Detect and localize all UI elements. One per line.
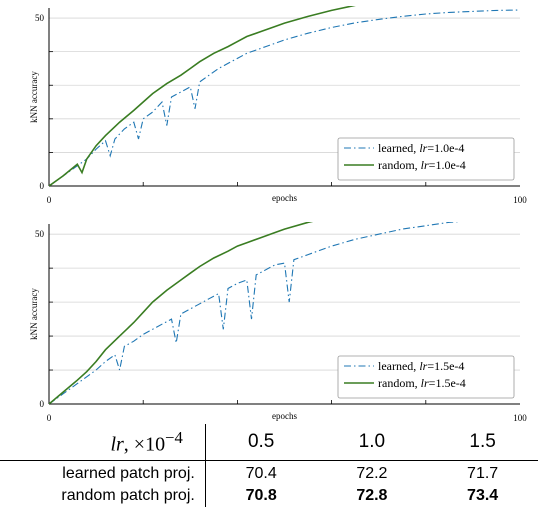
y-tick-label: 50 (35, 229, 45, 239)
lr-symbol: lr (110, 433, 124, 456)
x-tick-label: 100 (513, 195, 527, 205)
table-cell: 73.4 (467, 487, 499, 504)
table-row-label: learned patch proj. (0, 460, 206, 485)
legend-entry: random, lr=1.0e-4 (378, 158, 466, 172)
table-cell: 71.7 (427, 460, 538, 485)
y-tick-label: 0 (40, 399, 45, 409)
table-cell: 70.4 (205, 460, 317, 485)
table-row: learned patch proj. 70.4 72.2 71.7 (0, 460, 538, 485)
legend-suffix: =1.5e-4 (427, 359, 464, 373)
legend-suffix: =1.5e-4 (429, 376, 466, 390)
lr-unit: , ×10 (123, 433, 166, 456)
table-col-header: 1.5 (469, 431, 496, 452)
y-axis-label: kNN accuracy (29, 288, 39, 340)
legend-entry: learned, lr=1.0e-4 (378, 141, 464, 155)
x-tick-label: 100 (513, 413, 527, 423)
table-header-row: lr, ×10−4 0.5 1.0 1.5 (0, 424, 538, 461)
legend-box (337, 137, 515, 181)
results-table: lr, ×10−4 0.5 1.0 1.5 learned patch proj… (0, 424, 538, 507)
table-cell: 72.2 (316, 460, 428, 485)
lr-exponent: −4 (165, 427, 183, 447)
table-header-label: lr, ×10−4 (0, 424, 206, 461)
series-line (49, 6, 356, 186)
legend-prefix: learned, (378, 359, 419, 373)
table-cell: 70.8 (245, 487, 277, 504)
table-col-header: 0.5 (247, 431, 275, 452)
legend-box (337, 355, 515, 399)
legend-suffix: =1.0e-4 (427, 141, 464, 155)
legend-var: lr (421, 158, 429, 172)
series-line (49, 222, 314, 404)
legend-prefix: random, (378, 376, 421, 390)
x-axis-label: epochs (272, 193, 297, 203)
legend-entry: learned, lr=1.5e-4 (378, 359, 464, 373)
x-tick-label: 0 (47, 413, 52, 423)
table-col-header: 1.0 (358, 431, 386, 452)
series-line (49, 222, 462, 404)
legend-var: lr (419, 141, 427, 155)
x-tick-label: 0 (47, 195, 52, 205)
legend-prefix: random, (378, 158, 421, 172)
table-row-label: random patch proj. (0, 485, 206, 507)
legend-var: lr (421, 376, 429, 390)
table-row: random patch proj. 70.8 72.8 73.4 (0, 485, 538, 507)
table-cell: 72.8 (356, 487, 388, 504)
legend-entry: random, lr=1.5e-4 (378, 376, 466, 390)
legend-var: lr (419, 359, 427, 373)
y-tick-label: 0 (40, 181, 45, 191)
x-axis-label: epochs (272, 411, 297, 421)
y-tick-label: 50 (35, 13, 45, 23)
legend-suffix: =1.0e-4 (429, 158, 466, 172)
y-axis-label: kNN accuracy (29, 71, 39, 123)
legend-prefix: learned, (378, 141, 419, 155)
